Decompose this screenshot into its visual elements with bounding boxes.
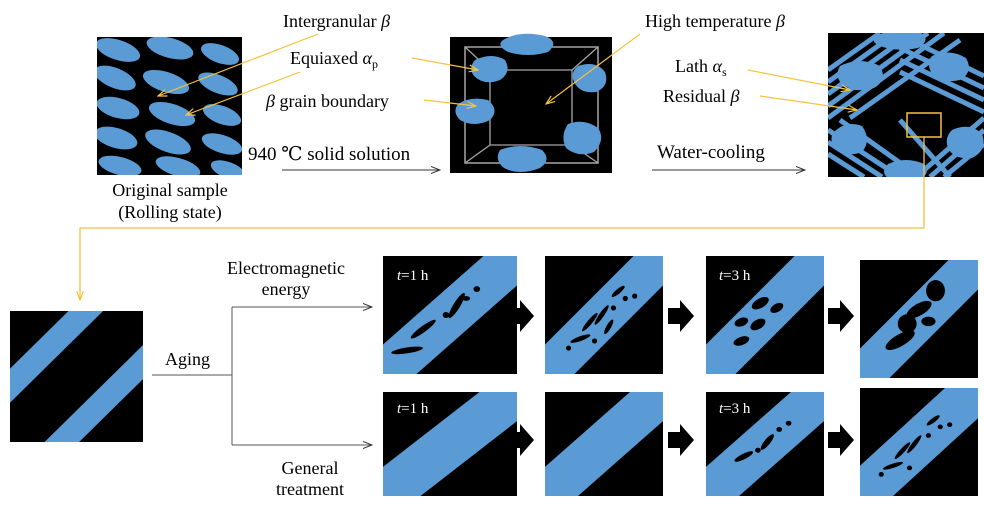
rolling-state-label: (Rolling state) — [118, 202, 221, 223]
em-panel-t3: t=3 h — [706, 256, 824, 374]
gt-time-4: t=4 h — [872, 398, 904, 414]
gt-time-3: t=3 h — [719, 401, 751, 417]
residual-beta-label: Residual β — [663, 86, 740, 106]
solid-solution-label: 940 ℃ solid solution — [248, 144, 411, 165]
solid-solution-panel — [450, 33, 612, 173]
gt-panel-t1: t=1 h — [383, 392, 517, 496]
em-panel-t2: t=2 h — [545, 256, 663, 374]
right-arrow-icon — [668, 424, 694, 456]
em-panel-t4: t=4 h — [860, 260, 978, 378]
gt-time-2: t=2 h — [558, 401, 590, 417]
gt-panel-t2: t=2 h — [545, 392, 663, 496]
right-arrow-icon — [828, 424, 854, 456]
original-sample-label: Original sample — [112, 180, 227, 200]
lath-alpha-panel — [828, 33, 984, 177]
high-temperature-beta-label: High temperature β — [645, 11, 785, 31]
right-arrow-icon — [828, 300, 854, 332]
intergranular-beta-label: Intergranular β — [283, 11, 390, 31]
em-time-2: t=2 h — [558, 268, 590, 284]
general-label-1: General — [282, 458, 339, 478]
em-time-1: t=1 h — [397, 268, 429, 284]
general-label-2: treatment — [276, 479, 344, 499]
electromagnetic-label-1: Electromagnetic — [227, 258, 345, 278]
lath-alpha-label: Lath αs — [675, 56, 727, 79]
gt-time-1: t=1 h — [397, 401, 429, 417]
water-cooling-label: Water-cooling — [657, 142, 765, 163]
aged-start-panel — [10, 311, 143, 442]
right-arrow-icon — [508, 300, 534, 332]
aging-label: Aging — [165, 349, 210, 369]
original-sample-panel — [97, 37, 242, 175]
magnify-connector — [80, 137, 925, 300]
equiaxed-alpha-label: Equiaxed αp — [290, 48, 378, 71]
gt-panel-t3: t=3 h — [706, 392, 824, 496]
electromagnetic-label-2: energy — [262, 279, 311, 299]
beta-grain-boundary-label: β grain boundary — [265, 91, 389, 111]
gt-panel-t4: t=4 h — [860, 388, 978, 496]
em-panel-t1: t=1 h — [383, 256, 517, 374]
em-time-3: t=3 h — [719, 268, 751, 284]
em-time-4: t=4 h — [872, 269, 904, 285]
right-arrow-icon — [508, 424, 534, 456]
right-arrow-icon — [668, 300, 694, 332]
